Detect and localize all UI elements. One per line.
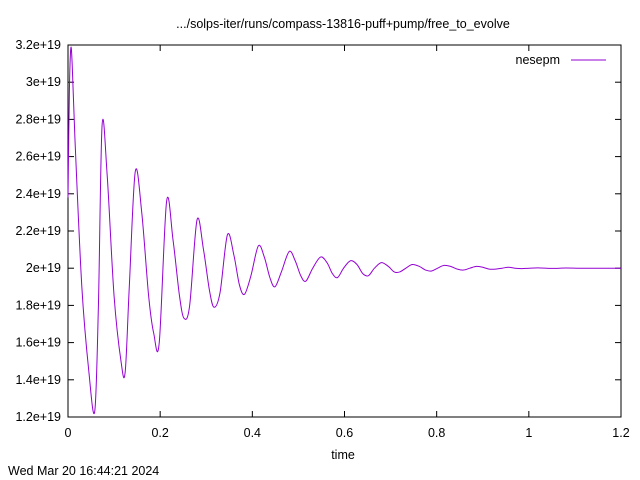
- plot-frame: [67, 44, 622, 418]
- y-axis-ticks: 1.2e+19 1.4e+19 1.6e+19 1.8e+19 2e+19 2.2e+19…: [15, 38, 621, 424]
- y-tick-label: 3.2e+19: [15, 38, 61, 52]
- y-tick-label: 3e+19: [26, 75, 61, 89]
- y-tick-label: 1.6e+19: [15, 336, 61, 350]
- legend: nesepm: [516, 53, 606, 67]
- y-tick-label: 1.4e+19: [15, 373, 61, 387]
- y-tick-label: 1.8e+19: [15, 298, 61, 312]
- x-axis-ticks: 0 0.2 0.4 0.6 0.8 1 1.2: [65, 45, 630, 440]
- y-tick-label: 2.4e+19: [15, 187, 61, 201]
- y-tick-label: 2.6e+19: [15, 150, 61, 164]
- legend-label-nesepm: nesepm: [516, 53, 560, 67]
- series-layer: [67, 46, 621, 415]
- x-tick-label: 0.8: [428, 426, 445, 440]
- x-tick-label: 1: [525, 426, 532, 440]
- timestamp-footer: Wed Mar 20 16:44:21 2024: [8, 464, 160, 478]
- axes: [67, 44, 622, 418]
- x-tick-label: 0: [65, 426, 72, 440]
- x-tick-label: 0.6: [336, 426, 353, 440]
- y-tick-label: 2.8e+19: [15, 112, 61, 126]
- y-tick-label: 1.2e+19: [15, 410, 61, 424]
- x-axis-label: time: [331, 448, 355, 462]
- x-tick-label: 0.2: [151, 426, 168, 440]
- x-tick-label: 0.4: [244, 426, 261, 440]
- chart-title: .../solps-iter/runs/compass-13816-puff+p…: [176, 17, 510, 31]
- y-tick-label: 2.2e+19: [15, 224, 61, 238]
- series-line-nesepm: [67, 46, 621, 415]
- x-tick-label: 1.2: [612, 426, 629, 440]
- y-tick-label: 2e+19: [26, 261, 61, 275]
